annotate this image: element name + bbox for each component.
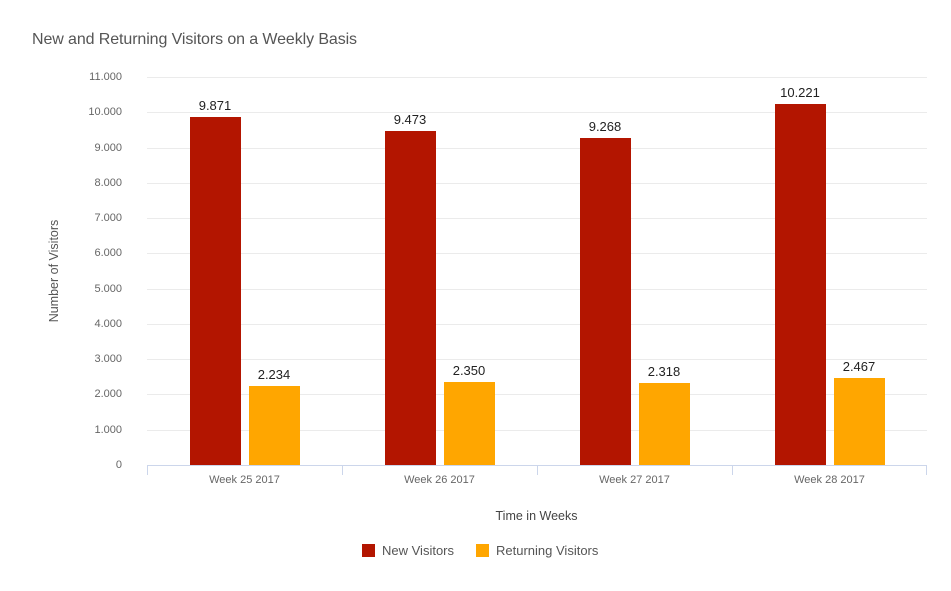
data-label: 2.350	[452, 363, 486, 379]
x-tick-mark	[926, 465, 927, 475]
y-tick-label: 1.000	[94, 423, 122, 436]
y-tick-label: 8.000	[94, 176, 122, 189]
data-label: 2.234	[257, 367, 291, 383]
gridline	[147, 147, 927, 149]
bar-returning-visitors[interactable]	[833, 377, 885, 465]
data-label: 9.473	[393, 111, 427, 127]
y-tick-label: 11.000	[89, 71, 122, 83]
legend-item[interactable]: New Visitors	[362, 543, 454, 558]
x-tick-mark	[147, 465, 148, 475]
gridline	[147, 253, 927, 255]
x-tick-mark	[732, 465, 733, 475]
gridline	[147, 218, 927, 220]
legend-swatch-icon	[362, 544, 375, 557]
plot-area	[147, 77, 927, 465]
x-category-label: Week 25 2017	[209, 474, 280, 486]
legend-swatch-icon	[476, 544, 490, 557]
gridline	[147, 429, 927, 431]
gridline	[147, 394, 927, 396]
legend-label: Returning Visitors	[496, 543, 599, 558]
data-label: 10.221	[780, 85, 820, 101]
chart-title: New and Returning Visitors on a Weekly B…	[32, 31, 357, 48]
legend: New Visitors Returning Visitors	[362, 543, 620, 558]
bar-returning-visitors[interactable]	[248, 386, 300, 465]
y-tick-label: 2.000	[94, 388, 122, 401]
bar-new-visitors[interactable]	[189, 116, 241, 465]
data-label: 9.871	[198, 97, 232, 113]
gridline	[147, 323, 927, 325]
y-axis-label: Number of Visitors	[47, 219, 61, 323]
bar-new-visitors[interactable]	[384, 130, 436, 465]
y-tick-label: 7.000	[94, 212, 122, 225]
data-label: 2.318	[647, 364, 681, 380]
gridline	[147, 182, 927, 184]
y-tick-label: 10.000	[88, 106, 122, 119]
x-category-label: Week 28 2017	[794, 474, 865, 486]
bar-new-visitors[interactable]	[579, 138, 631, 465]
y-tick-label: 6.000	[94, 247, 122, 260]
data-label: 2.467	[842, 358, 876, 374]
x-tick-mark	[342, 465, 343, 475]
data-label: 9.268	[588, 119, 622, 135]
gridline	[147, 288, 927, 290]
bar-returning-visitors[interactable]	[638, 383, 690, 465]
gridline	[147, 77, 927, 78]
y-tick-label: 4.000	[94, 317, 122, 330]
x-axis-label: Time in Weeks	[495, 509, 578, 523]
y-tick-label: 3.000	[94, 353, 122, 366]
gridline	[147, 112, 927, 114]
y-tick-label: 0	[115, 459, 122, 471]
gridline	[147, 359, 927, 361]
y-tick-label: 9.000	[94, 141, 122, 154]
bar-returning-visitors[interactable]	[443, 382, 495, 465]
x-category-label: Week 27 2017	[599, 474, 670, 486]
legend-item[interactable]: Returning Visitors	[476, 543, 598, 558]
bar-new-visitors[interactable]	[774, 104, 826, 465]
x-category-label: Week 26 2017	[404, 474, 475, 486]
legend-label: New Visitors	[382, 543, 455, 558]
x-tick-mark	[537, 465, 538, 475]
y-tick-label: 5.000	[94, 282, 122, 295]
